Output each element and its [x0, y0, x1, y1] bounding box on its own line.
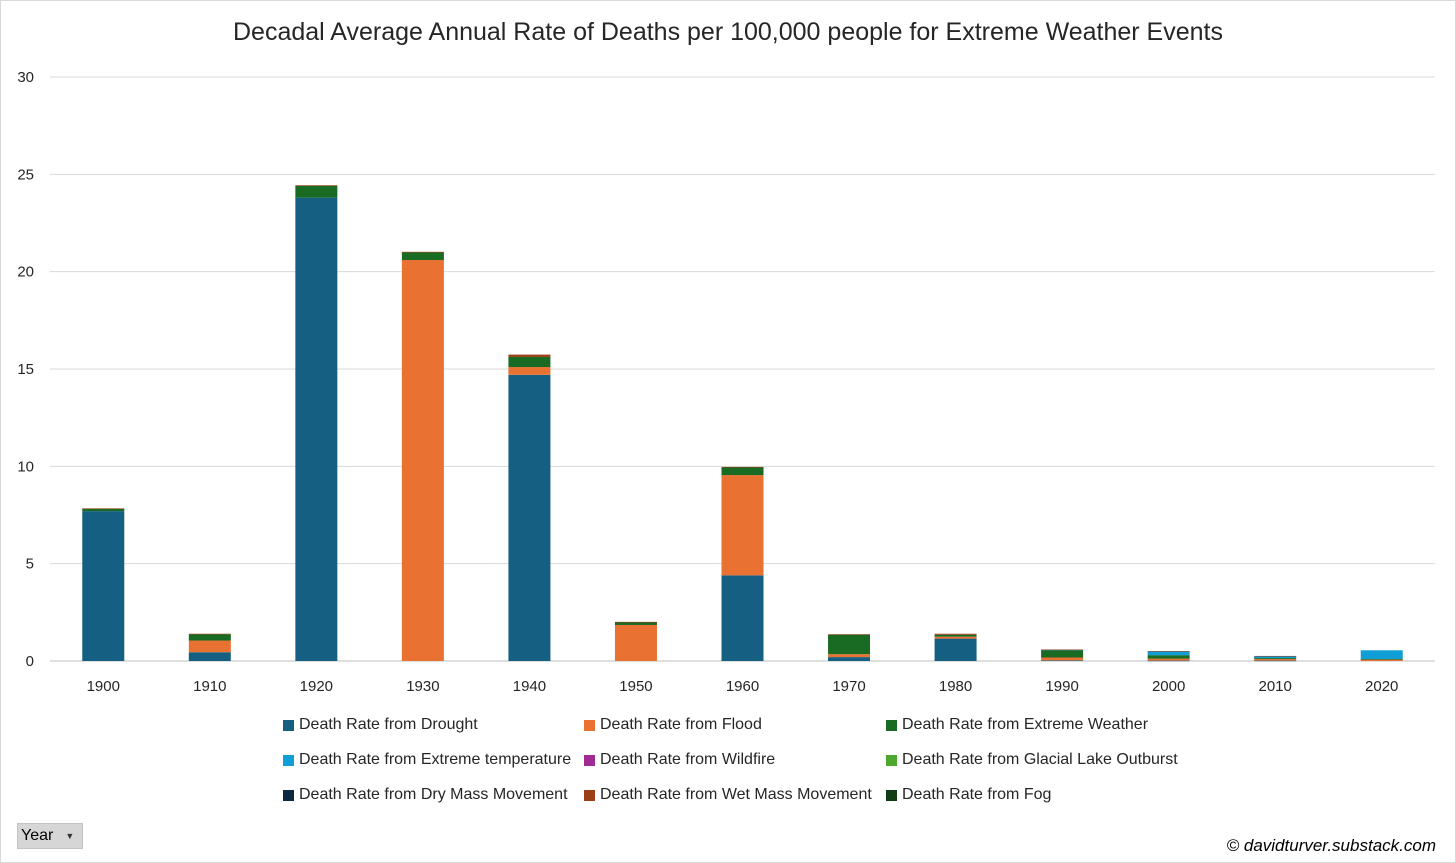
- bar-segment: [508, 354, 551, 357]
- bar-segment: [828, 657, 871, 661]
- bar-segment: [1360, 650, 1403, 660]
- bar-segment: [1041, 660, 1084, 662]
- x-tick-label: 1950: [619, 678, 652, 695]
- bar-segment: [721, 466, 764, 468]
- bar-segment: [508, 374, 551, 661]
- bar-segment: [188, 633, 231, 635]
- bar-segment: [508, 367, 551, 375]
- bar-segment: [1147, 655, 1190, 659]
- x-tick-label: 1990: [1045, 678, 1078, 695]
- x-tick-label: 1970: [832, 678, 865, 695]
- bar-segment: [934, 638, 977, 661]
- bar-segment: [721, 575, 764, 661]
- bar-segment: [721, 467, 764, 476]
- bar-segment: [828, 654, 871, 658]
- bar-segment: [1041, 650, 1084, 658]
- bar-segment: [1254, 656, 1297, 659]
- bar-segment: [1147, 660, 1190, 662]
- bar-segment: [721, 475, 764, 576]
- chart-title: Decadal Average Annual Rate of Deaths pe…: [233, 18, 1223, 46]
- y-tick-label: 25: [17, 166, 34, 183]
- bar-segment: [82, 508, 125, 512]
- bar-segment: [401, 252, 444, 260]
- y-tick-label: 0: [26, 653, 34, 670]
- bar-segment: [82, 511, 125, 661]
- year-filter-button[interactable]: Year ▼: [17, 823, 83, 849]
- x-tick-label: 1910: [193, 678, 226, 695]
- bar-segment: [1254, 660, 1297, 662]
- bar-segment: [614, 624, 657, 661]
- bar-segment: [188, 634, 231, 641]
- bar-segment: [508, 356, 551, 368]
- y-tick-label: 30: [17, 69, 34, 86]
- bar-segment: [1254, 658, 1297, 660]
- bar-segment: [934, 633, 977, 635]
- year-filter-label: Year: [21, 827, 54, 844]
- x-tick-label: 2020: [1365, 678, 1398, 695]
- x-tick-label: 1980: [939, 678, 972, 695]
- bar-segment: [188, 640, 231, 653]
- bar-segment: [1147, 658, 1190, 661]
- x-tick-label: 1920: [300, 678, 333, 695]
- x-tick-label: 1960: [726, 678, 759, 695]
- bar-segment: [614, 622, 657, 625]
- x-tick-label: 1940: [513, 678, 546, 695]
- bar-segment: [401, 259, 444, 661]
- x-tick-label: 2010: [1259, 678, 1292, 695]
- bar-segment: [188, 652, 231, 661]
- x-tick-label: 1930: [406, 678, 439, 695]
- y-tick-label: 20: [17, 264, 34, 281]
- x-tick-label: 1900: [87, 678, 120, 695]
- bar-segment: [1254, 655, 1297, 657]
- x-tick-label: 2000: [1152, 678, 1185, 695]
- y-tick-label: 10: [17, 458, 34, 475]
- bar-segment: [82, 508, 125, 509]
- dropdown-arrow-icon: ▼: [65, 831, 75, 841]
- bar-segment: [401, 251, 444, 253]
- bar-segment: [828, 634, 871, 635]
- y-tick-label: 15: [17, 361, 34, 378]
- y-tick-label: 5: [26, 556, 34, 573]
- bar-segment: [1041, 649, 1084, 651]
- bar-segment: [1360, 659, 1403, 660]
- bar-segment: [614, 621, 657, 623]
- bar-segment: [934, 636, 977, 639]
- bar-segment: [1147, 651, 1190, 656]
- bar-segment: [1360, 659, 1403, 661]
- bar-segment: [295, 185, 338, 186]
- bar-segment: [1147, 651, 1190, 652]
- bar-segment: [1254, 659, 1297, 661]
- bar-segment: [1041, 657, 1084, 661]
- bar-segment: [295, 197, 338, 661]
- bar-segment: [934, 634, 977, 637]
- bar-segment: [828, 634, 871, 655]
- credit-text: © davidturver.substack.com: [1226, 836, 1436, 855]
- bar-segment: [295, 185, 338, 198]
